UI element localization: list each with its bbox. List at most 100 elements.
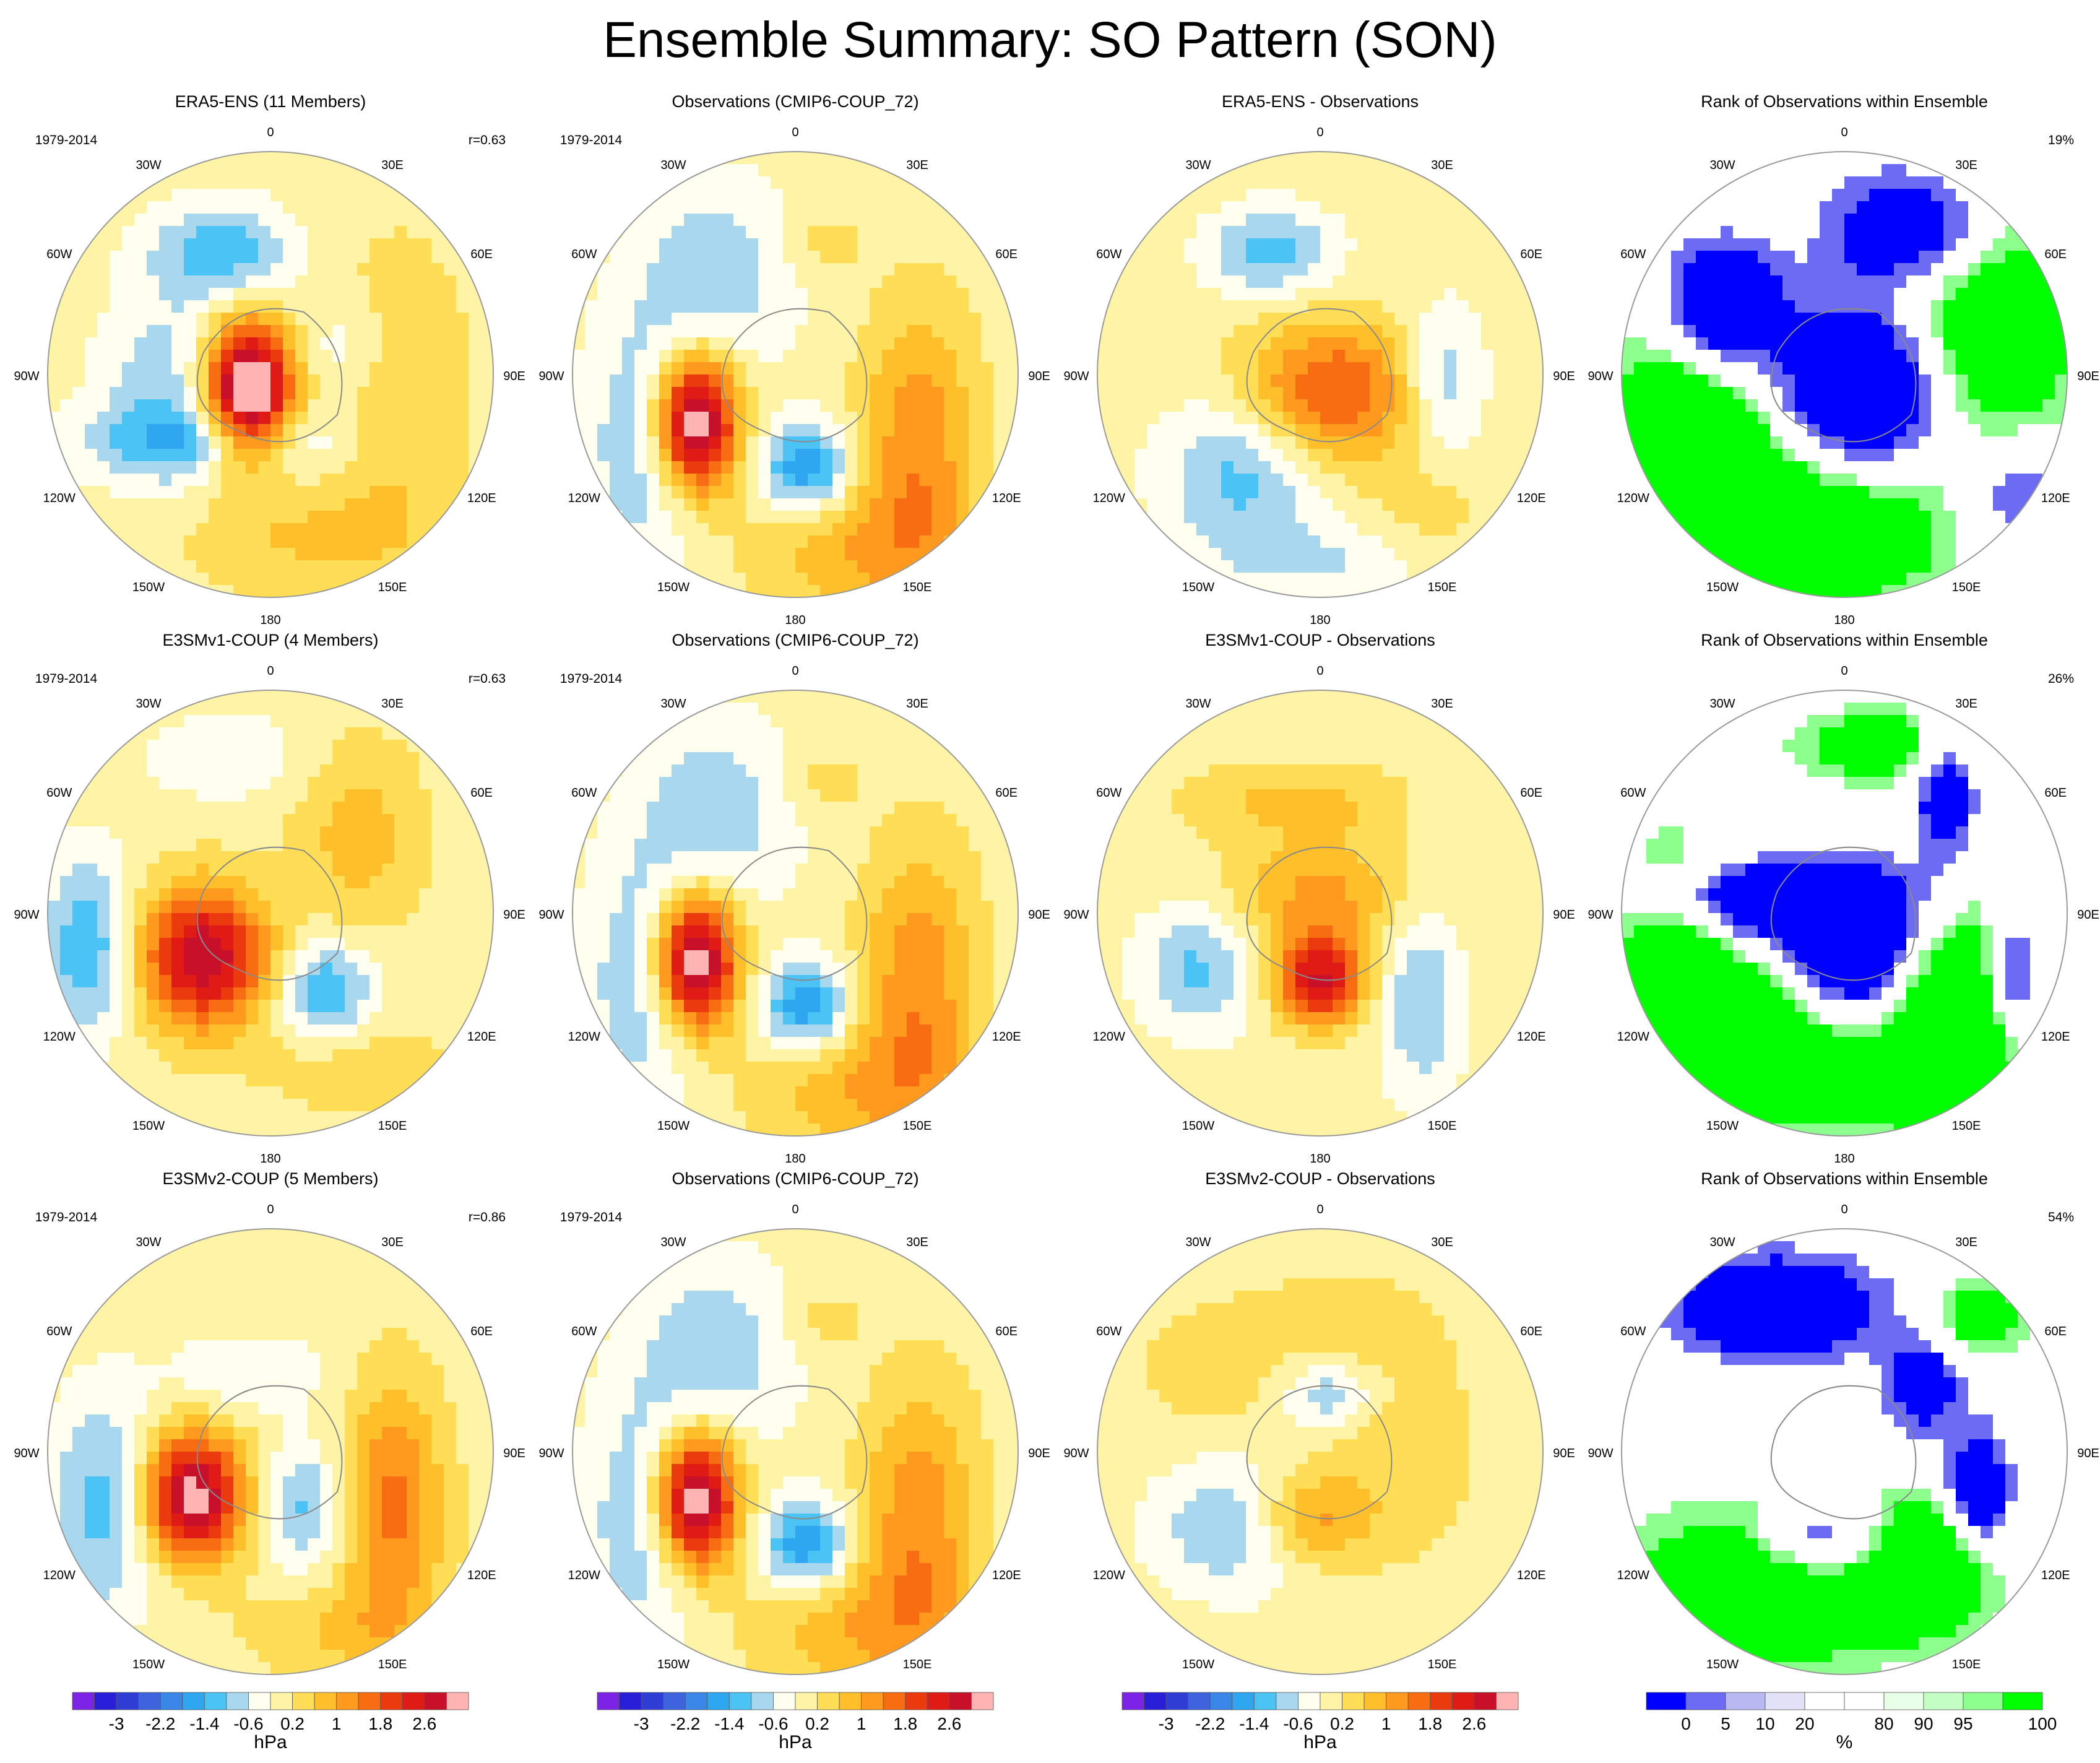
heatmap-cell — [233, 703, 246, 716]
heatmap-cell — [1906, 214, 1919, 227]
heatmap-cell — [221, 901, 234, 914]
heatmap-cell — [634, 350, 647, 363]
heatmap-cell — [1481, 412, 1494, 425]
heatmap-cell — [134, 740, 147, 753]
heatmap-cell — [1869, 573, 1882, 586]
heatmap-cell — [283, 251, 296, 264]
heatmap-cell — [795, 214, 808, 227]
heatmap-cell — [246, 548, 259, 561]
heatmap-cell — [1820, 275, 1833, 288]
heatmap-cell — [1345, 523, 1358, 536]
heatmap-cell — [1407, 238, 1420, 251]
heatmap-cell — [357, 752, 370, 765]
heatmap-cell — [1882, 523, 1895, 536]
heatmap-cell — [1320, 498, 1333, 511]
heatmap-cell — [357, 313, 370, 326]
heatmap-cell — [1134, 337, 1147, 350]
heatmap-cell — [1357, 238, 1370, 251]
heatmap-cell — [1968, 449, 1981, 462]
heatmap-cell — [1733, 436, 1746, 449]
heatmap-cell — [1894, 263, 1907, 276]
heatmap-cell — [956, 387, 969, 400]
heatmap-cell — [1432, 238, 1445, 251]
heatmap-cell — [758, 449, 771, 462]
heatmap-cell — [419, 226, 432, 239]
heatmap-cell — [72, 436, 85, 449]
heatmap-cell — [283, 560, 296, 573]
heatmap-cell — [1469, 251, 1482, 264]
heatmap-cell — [1506, 300, 1519, 313]
heatmap-cell — [659, 288, 672, 301]
heatmap-cell — [956, 461, 969, 474]
heatmap-cell — [308, 548, 321, 561]
heatmap-cell — [659, 350, 672, 363]
heatmap-cell — [1857, 412, 1870, 425]
heatmap-cell — [110, 226, 123, 239]
heatmap-cell — [1221, 263, 1234, 276]
heatmap-cell — [221, 727, 234, 740]
heatmap-cell — [1134, 436, 1147, 449]
heatmap-cell — [332, 449, 345, 462]
heatmap-cell — [85, 925, 98, 938]
heatmap-cell — [733, 511, 746, 524]
heatmap-cell — [48, 412, 61, 425]
heatmap-cell — [622, 214, 635, 227]
heatmap-cell — [1857, 535, 1870, 548]
heatmap-cell — [944, 251, 957, 264]
heatmap-cell — [919, 412, 932, 425]
heatmap-cell — [394, 777, 407, 790]
heatmap-cell — [332, 740, 345, 753]
heatmap-cell — [684, 486, 697, 499]
heatmap-cell — [1382, 300, 1395, 313]
heatmap-cell — [1733, 387, 1746, 400]
heatmap-cell — [1444, 399, 1457, 412]
heatmap-cell — [184, 387, 197, 400]
heatmap-cell — [845, 189, 858, 202]
heatmap-cell — [1320, 313, 1333, 326]
heatmap-cell — [110, 201, 123, 214]
heatmap-cell — [919, 399, 932, 412]
heatmap-cell — [1857, 387, 1870, 400]
heatmap-cell — [746, 585, 759, 597]
heatmap-cell — [1333, 189, 1346, 202]
heatmap-cell — [419, 424, 432, 437]
heatmap-cell — [672, 412, 685, 425]
heatmap-cell — [431, 839, 444, 852]
heatmap-cell — [270, 511, 283, 524]
heatmap-cell — [845, 560, 858, 573]
heatmap-cell — [1919, 201, 1932, 214]
heatmap-cell — [1807, 337, 1820, 350]
heatmap-cell — [709, 486, 722, 499]
heatmap-cell — [345, 560, 358, 573]
heatmap-cell — [246, 375, 259, 388]
heatmap-cell — [1683, 313, 1696, 326]
heatmap-cell — [622, 436, 635, 449]
heatmap-cell — [345, 337, 358, 350]
heatmap-cell — [907, 449, 920, 462]
heatmap-cell — [295, 498, 308, 511]
heatmap-cell — [134, 387, 147, 400]
heatmap-cell — [1931, 238, 1944, 251]
heatmap-cell — [771, 573, 784, 586]
heatmap-cell — [1795, 350, 1808, 363]
heatmap-cell — [832, 201, 845, 214]
heatmap-cell — [246, 164, 259, 177]
heatmap-cell — [295, 560, 308, 573]
heatmap-cell — [1345, 337, 1358, 350]
heatmap-cell — [382, 325, 395, 338]
heatmap-cell — [246, 486, 259, 499]
heatmap-cell — [808, 238, 821, 251]
heatmap-cell — [795, 436, 808, 449]
heatmap-cell — [332, 474, 345, 487]
heatmap-cell — [1993, 412, 2006, 425]
heatmap-cell — [258, 585, 271, 597]
heatmap-cell — [1993, 511, 2006, 524]
heatmap-cell — [1469, 387, 1482, 400]
heatmap-cell — [233, 288, 246, 301]
heatmap-cell — [1671, 399, 1684, 412]
heatmap-cell — [233, 876, 246, 889]
heatmap-cell — [721, 325, 734, 338]
heatmap-cell — [956, 375, 969, 388]
heatmap-cell — [97, 251, 110, 264]
heatmap-cell — [369, 802, 382, 815]
